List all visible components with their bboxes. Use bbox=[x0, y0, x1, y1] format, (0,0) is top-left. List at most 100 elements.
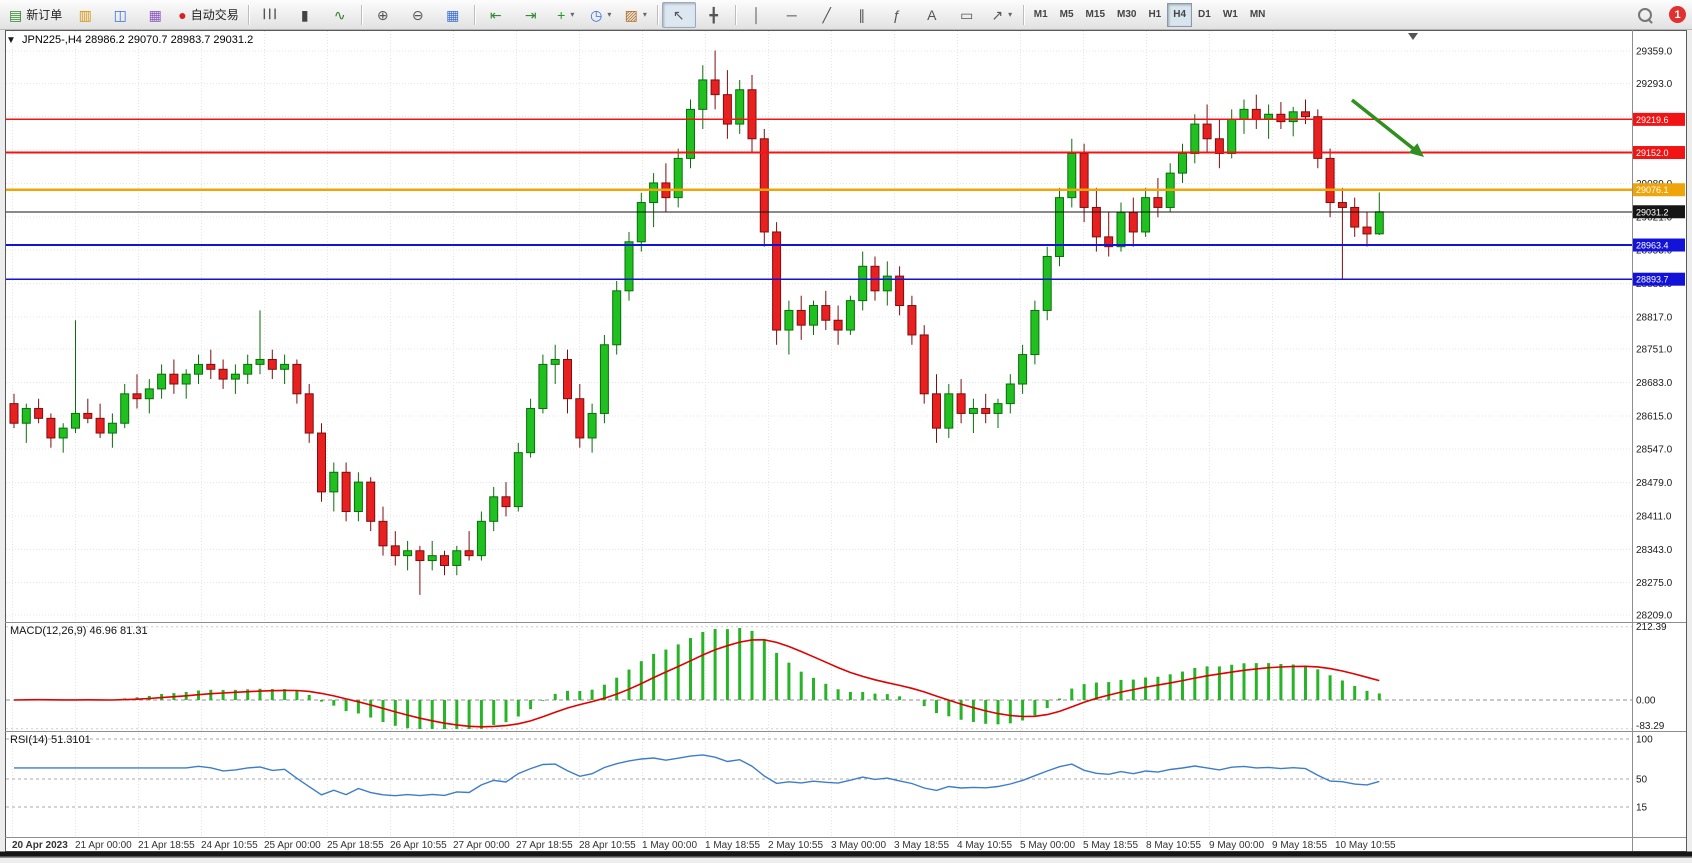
candle-up bbox=[968, 408, 978, 414]
candle-up bbox=[476, 520, 486, 557]
data-window-button[interactable]: ▦ bbox=[138, 2, 172, 28]
notification-badge[interactable]: 1 bbox=[1669, 6, 1686, 23]
candle-chart-button[interactable]: ▮ bbox=[288, 2, 322, 28]
profiles-icon: ◫ bbox=[113, 6, 127, 23]
candle-down bbox=[563, 358, 572, 400]
candle-down bbox=[501, 496, 511, 508]
one-click-trading-expander[interactable]: ▼ bbox=[6, 35, 16, 46]
periods-button[interactable]: ◷ ▾ bbox=[584, 2, 618, 28]
candle-down bbox=[317, 432, 326, 493]
timeframe-group: M1 M5 M15 M30 H1 H4 D1 W1 MN bbox=[1028, 2, 1272, 27]
arrow-objects-icon: ↗ bbox=[991, 6, 1004, 23]
toolbar: ▤ 新订单 ▥ ◫ ▦ ● 自动交易 ┃┃┃ ▮ ∿ ⊕ ⊖ ▦ ⇤ ⇥ + ▾ ◷ ▾ ▨ ▾ ↖ ╋ │ ─ ╱ ∥ ƒ A ▭ ↗ ▾ M… bbox=[0, 0, 1692, 30]
macd-panel bbox=[13, 628, 1381, 729]
candle-up bbox=[1288, 111, 1298, 123]
candle-down bbox=[1202, 123, 1212, 140]
auto-scroll-button[interactable]: ⇤ bbox=[479, 2, 513, 28]
arrow-head bbox=[1408, 143, 1424, 157]
candle-up bbox=[120, 393, 130, 424]
zoom-in-button[interactable]: ⊕ bbox=[366, 2, 400, 28]
candle-down bbox=[415, 550, 425, 562]
chart-window-icon: ▥ bbox=[78, 6, 92, 23]
cursor-icon: ↖ bbox=[672, 6, 685, 23]
timeframe-mn-button[interactable]: MN bbox=[1249, 9, 1266, 20]
tile-windows-button[interactable]: ▦ bbox=[436, 2, 470, 28]
templates-button[interactable]: ▨ ▾ bbox=[619, 2, 653, 28]
profiles-button[interactable]: ◫ bbox=[103, 2, 137, 28]
candle-up bbox=[649, 182, 659, 204]
timeframe-m1-button[interactable]: M1 bbox=[1033, 9, 1048, 20]
candle-up bbox=[858, 265, 868, 302]
candle-up bbox=[329, 471, 339, 493]
macd-label: MACD(12,26,9) 46.96 81.31 bbox=[10, 625, 148, 637]
text-button[interactable]: A bbox=[915, 2, 949, 28]
time-axis-label: 25 Apr 00:00 bbox=[264, 840, 321, 851]
time-axis[interactable]: 20 Apr 2023 21 Apr 00:00 21 Apr 18:55 24 Ap… bbox=[12, 840, 1396, 851]
horizontal-line-button[interactable]: ─ bbox=[775, 2, 809, 28]
current-price-line-tag bbox=[1633, 205, 1685, 219]
vertical-line-button[interactable]: │ bbox=[740, 2, 774, 28]
timeframe-h4-button[interactable]: H4 bbox=[1167, 2, 1193, 27]
rsi-line bbox=[14, 754, 1380, 797]
chart-shift-button[interactable]: ⇥ bbox=[514, 2, 548, 28]
candle-down bbox=[1325, 157, 1335, 204]
candle-up bbox=[353, 481, 363, 513]
chart-frame bbox=[5, 30, 1687, 852]
candle-down bbox=[956, 393, 966, 414]
candle-up bbox=[538, 363, 548, 410]
dropdown-caret-icon[interactable]: ▾ bbox=[570, 10, 575, 19]
timeframe-m5-button[interactable]: M5 bbox=[1059, 9, 1074, 20]
bar-chart-button[interactable]: ┃┃┃ bbox=[253, 2, 287, 28]
toolbar-separator bbox=[360, 4, 362, 25]
candle-up bbox=[1018, 354, 1028, 385]
candle-up bbox=[1067, 152, 1077, 199]
candle-up bbox=[599, 344, 609, 414]
candle-down bbox=[1153, 197, 1163, 208]
trendline-button[interactable]: ╱ bbox=[810, 2, 844, 28]
new-order-button[interactable]: ▤ 新订单 bbox=[4, 2, 67, 28]
candle-up bbox=[58, 427, 68, 439]
timeframe-h1-button[interactable]: H1 bbox=[1148, 9, 1162, 20]
crosshair-button[interactable]: ╋ bbox=[697, 2, 731, 28]
fibonacci-button[interactable]: ƒ bbox=[880, 2, 914, 28]
price-tag-label: 28893.7 bbox=[1636, 275, 1669, 285]
dropdown-caret-icon[interactable]: ▾ bbox=[1008, 10, 1013, 19]
vertical-line-icon: │ bbox=[752, 6, 762, 23]
chart-shift-marker-icon[interactable] bbox=[1408, 33, 1418, 40]
candle-down bbox=[1301, 111, 1310, 118]
candle-down bbox=[1313, 116, 1323, 159]
support-line-1-tag bbox=[1633, 238, 1685, 252]
candle-up bbox=[526, 408, 536, 454]
autotrading-icon: ● bbox=[178, 6, 187, 23]
timeframe-w1-button[interactable]: W1 bbox=[1222, 9, 1238, 20]
chart-window[interactable]: 29359.029293.029225.029157.029089.029021… bbox=[0, 30, 1692, 863]
zoom-out-button[interactable]: ⊖ bbox=[401, 2, 435, 28]
autotrading-button-label: 自动交易 bbox=[190, 8, 239, 22]
price-axis-label: 28615.0 bbox=[1636, 411, 1673, 422]
dropdown-caret-icon[interactable]: ▾ bbox=[607, 10, 612, 19]
timeframe-d1-button[interactable]: D1 bbox=[1198, 9, 1211, 20]
candle-down bbox=[895, 275, 905, 307]
candle-down bbox=[575, 398, 585, 439]
autotrading-button[interactable]: ● 自动交易 bbox=[173, 2, 243, 28]
cursor-button[interactable]: ↖ bbox=[661, 1, 696, 28]
down-trend-arrow[interactable] bbox=[1350, 98, 1424, 157]
text-label-button[interactable]: ▭ bbox=[950, 2, 984, 28]
candle-up bbox=[1374, 211, 1384, 235]
candle-down bbox=[722, 94, 732, 125]
chart-svg[interactable]: 29359.029293.029225.029157.029089.029021… bbox=[0, 30, 1692, 858]
timeframe-m30-button[interactable]: M30 bbox=[1117, 9, 1137, 20]
dropdown-caret-icon[interactable]: ▾ bbox=[642, 10, 647, 19]
time-axis-label: 5 May 00:00 bbox=[1020, 840, 1075, 851]
search-button[interactable] bbox=[1628, 2, 1662, 28]
line-chart-button[interactable]: ∿ bbox=[323, 2, 357, 28]
timeframe-m15-button[interactable]: M15 bbox=[1085, 9, 1105, 20]
arrows-button[interactable]: ↗ ▾ bbox=[985, 2, 1019, 28]
price-axis-label: 28547.0 bbox=[1636, 445, 1673, 456]
candle-down bbox=[1091, 206, 1101, 238]
indicators-button[interactable]: + ▾ bbox=[549, 2, 583, 28]
candle-down bbox=[440, 555, 449, 566]
chart-window-button[interactable]: ▥ bbox=[68, 2, 102, 28]
channel-button[interactable]: ∥ bbox=[845, 2, 879, 28]
time-axis-label: 3 May 18:55 bbox=[894, 840, 949, 851]
